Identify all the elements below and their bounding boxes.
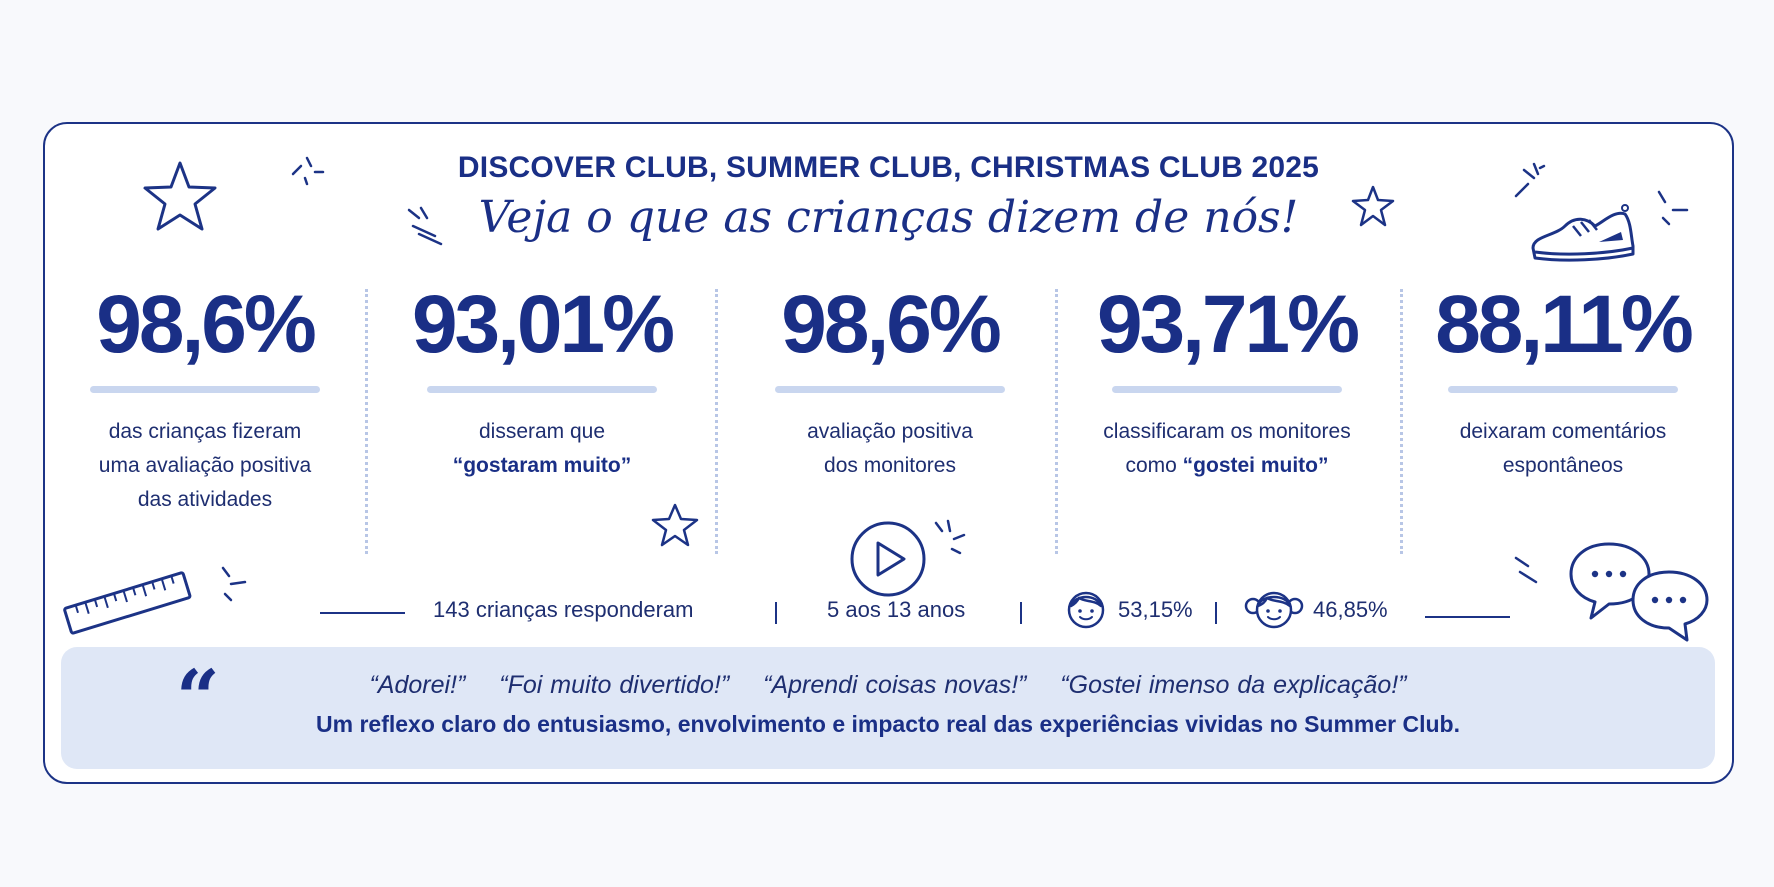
stat-monitors-positive: 98,6% avaliação positiva dos monitores: [725, 284, 1055, 483]
stat-description: disseram que “gostaram muito”: [452, 420, 632, 477]
stats-card: DISCOVER CLUB, SUMMER CLUB, CHRISTMAS CL…: [43, 122, 1734, 784]
stat-activities: 98,6% das crianças fizeram uma avaliação…: [40, 284, 370, 517]
testimonial-quote: “Adorei!”: [369, 671, 466, 699]
stat-underline: [1112, 386, 1342, 393]
stat-value: 88,11%: [1435, 279, 1694, 370]
stat-underline: [1448, 386, 1678, 393]
girl-face-icon: [1244, 591, 1304, 629]
testimonials-box: “ “Adorei!” “Foi muito divertido!” “Apre…: [61, 647, 1715, 769]
sneaker-icon: [1531, 204, 1635, 262]
stat-monitors-liked: 93,71% classificaram os monitores como “…: [1062, 284, 1392, 483]
quote-mark-icon: “: [176, 653, 220, 742]
stat-description: avaliação positiva dos monitores: [807, 420, 973, 477]
stat-comments: 88,11% deixaram comentários espontâneos: [1398, 284, 1728, 483]
stat-description: das crianças fizeram uma avaliação posit…: [98, 420, 312, 511]
respondents-count: 143 crianças responderam: [433, 597, 694, 622]
speech-bubbles-icon: [1569, 542, 1709, 642]
stat-underline: [427, 386, 657, 393]
sparkle-icon: [1514, 556, 1538, 584]
sparkle-icon: [291, 156, 325, 186]
divider: [1215, 602, 1217, 624]
column-divider: [1055, 289, 1058, 554]
boy-face-icon: [1067, 591, 1105, 629]
sparkle-icon: [1657, 190, 1689, 226]
stat-value: 98,6%: [781, 279, 1002, 370]
sparkle-icon: [934, 519, 966, 555]
decorative-line: [1425, 616, 1510, 618]
sparkle-icon: [407, 206, 443, 246]
sparkle-icon: [221, 566, 247, 602]
stat-underline: [90, 386, 320, 393]
stat-liked-a-lot: 93,01% disseram que “gostaram muito”: [377, 284, 707, 483]
page-title: DISCOVER CLUB, SUMMER CLUB, CHRISTMAS CL…: [457, 151, 1320, 184]
stat-value: 93,71%: [1096, 279, 1360, 370]
column-divider: [1400, 289, 1403, 554]
girls-percentage: 46,85%: [1313, 597, 1388, 622]
testimonial-quote: “Aprendi coisas novas!”: [763, 671, 1027, 699]
stat-value: 93,01%: [411, 279, 675, 370]
star-icon: [143, 161, 217, 231]
star-icon: [1351, 185, 1395, 227]
stat-value: 98,6%: [96, 279, 317, 370]
star-icon: [651, 503, 699, 547]
testimonial-quote: “Gostei imenso da explicação!”: [1060, 671, 1407, 699]
stat-description: classificaram os monitores como “gostei …: [1103, 420, 1351, 477]
divider: [1020, 602, 1022, 624]
age-range: 5 aos 13 anos: [827, 597, 966, 622]
testimonial-summary: Um reflexo claro do entusiasmo, envolvim…: [316, 711, 1460, 737]
divider: [775, 602, 777, 624]
testimonial-quote: “Foi muito divertido!”: [499, 671, 730, 699]
stat-underline: [775, 386, 1005, 393]
boys-percentage: 53,15%: [1118, 597, 1193, 622]
testimonial-quotes: “Adorei!” “Foi muito divertido!” “Aprend…: [61, 671, 1715, 700]
column-divider: [715, 289, 718, 554]
ruler-icon: [63, 571, 192, 635]
sparkle-icon: [1514, 162, 1546, 198]
decorative-line: [320, 612, 405, 614]
stat-description: deixaram comentários espontâneos: [1459, 420, 1667, 477]
column-divider: [365, 289, 368, 554]
page-subtitle: Veja o que as crianças dizem de nós!: [478, 192, 1299, 243]
play-icon[interactable]: [848, 519, 928, 599]
